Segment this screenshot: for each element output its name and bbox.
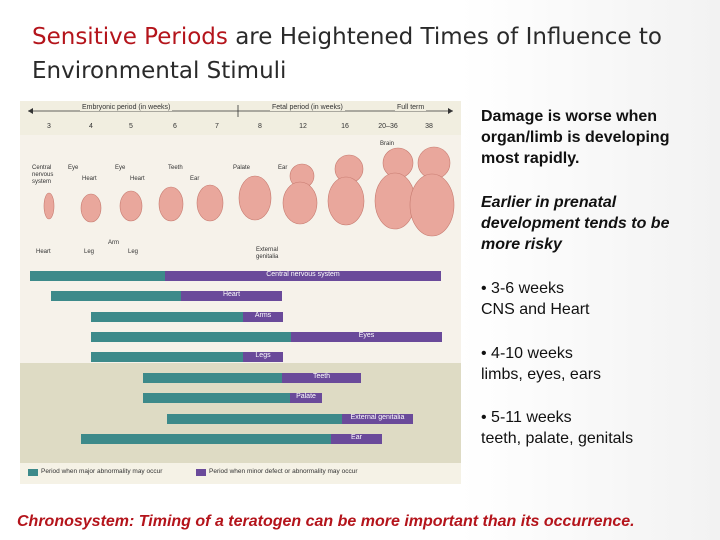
bar-genitalia-major [167, 414, 342, 424]
bar-label-arms: Arms [254, 312, 272, 319]
full-term-label: Full term [395, 104, 427, 111]
bar-arms-minor [243, 312, 283, 322]
label-palate: Palate [233, 165, 251, 171]
legend-swatch-major [28, 469, 38, 476]
bar-label-eyes: Eyes [358, 332, 375, 339]
bar-teeth-minor [282, 373, 361, 383]
week-tick: 4 [89, 123, 93, 130]
label-leg: Leg [128, 249, 139, 255]
label-heart: Heart [82, 176, 97, 182]
embryo-week8 [238, 175, 272, 221]
label-brain: Brain [380, 141, 395, 147]
title-rest: are Heightened Times of Influence to [227, 24, 662, 50]
note-range: • 4-10 weeks [481, 345, 573, 362]
label-eye: Eye [68, 165, 79, 171]
bar-heart-major [51, 291, 181, 301]
week-tick: 5 [129, 123, 133, 130]
figure-drawing [28, 105, 455, 444]
bar-teeth-major [143, 373, 282, 383]
label-teeth: Teeth [168, 165, 183, 171]
note-5-11-weeks: • 5-11 weeks teeth, palate, genitals [481, 407, 711, 449]
fetal-period-label: Fetal period (in weeks) [270, 104, 345, 111]
week-tick: 20–36 [378, 123, 398, 130]
label-leg: Leg [84, 249, 95, 255]
note-range: • 5-11 weeks [481, 409, 572, 426]
bar-cns-minor [165, 271, 441, 281]
bar-label-cns: Central nervous system [266, 271, 340, 278]
week-tick: 38 [425, 123, 433, 130]
week-tick: 7 [215, 123, 219, 130]
bar-palate-major [143, 393, 290, 403]
bar-heart-minor [181, 291, 282, 301]
embryo-week5 [119, 190, 143, 222]
prenatal-development-figure: Embryonic period (in weeks) Fetal period… [20, 101, 461, 484]
bar-palate-minor [290, 393, 322, 403]
label-cns: Central nervous system [32, 165, 54, 185]
week-tick: 3 [47, 123, 51, 130]
bar-label-ear: Ear [351, 434, 362, 441]
week-tick: 6 [173, 123, 177, 130]
bar-cns-major [30, 271, 165, 281]
note-3-6-weeks: • 3-6 weeks CNS and Heart [481, 278, 711, 320]
label-heart: Heart [130, 176, 145, 182]
bar-eyes-major [91, 332, 291, 342]
footer-chronosystem: Chronosystem: Timing of a teratogen can … [17, 513, 635, 530]
note-items: teeth, palate, genitals [481, 430, 634, 447]
bar-label-legs: Legs [255, 352, 271, 359]
embryo-week6 [158, 186, 184, 222]
embryo-week3 [43, 192, 55, 220]
bar-label-palate: Palate [296, 393, 316, 400]
embryonic-period-label: Embryonic period (in weeks) [80, 104, 173, 111]
fetus-week16-body [327, 176, 365, 226]
slide-title: Sensitive Periods are Heightened Times o… [32, 20, 712, 88]
embryo-illustrations [43, 146, 455, 237]
label-eye: Eye [115, 165, 126, 171]
label-heart: Heart [36, 249, 51, 255]
label-external-genitalia: External genitalia [256, 247, 279, 260]
bar-ear-major [81, 434, 331, 444]
bar-arms-major [91, 312, 243, 322]
fetus-week38-body [409, 173, 455, 237]
week-tick: 12 [299, 123, 307, 130]
title-highlight: Sensitive Periods [32, 24, 228, 50]
note-range: • 3-6 weeks [481, 280, 564, 297]
embryo-week7 [196, 184, 224, 222]
note-damage: Damage is worse when organ/limb is devel… [481, 108, 670, 167]
label-ear: Ear [190, 176, 200, 182]
bar-label-heart: Heart [222, 291, 241, 298]
bar-label-teeth: Teeth [312, 373, 331, 380]
week-tick: 16 [341, 123, 349, 130]
timeline-arrow-right [448, 108, 453, 114]
legend-area [20, 463, 461, 484]
fetus-week20-body [374, 172, 416, 230]
note-items: limbs, eyes, ears [481, 366, 602, 383]
bar-genitalia-minor [342, 414, 413, 424]
embryo-week4 [80, 193, 102, 223]
label-arm: Arm [108, 240, 119, 246]
legend-minor: Period when minor defect or abnormality … [209, 468, 358, 475]
fetus-week12-body [282, 181, 318, 225]
bar-ear-minor [331, 434, 382, 444]
timeline-arrow-left [28, 108, 33, 114]
legend-swatch-minor [196, 469, 206, 476]
legend-major: Period when major abnormality may occur [41, 468, 163, 475]
note-items: CNS and Heart [481, 301, 590, 318]
background-shade [460, 0, 720, 540]
bar-label-genitalia: External genitalia [350, 414, 405, 421]
title-line2: Environmental Stimuli [32, 58, 287, 84]
bar-eyes-minor [291, 332, 442, 342]
bar-legs-minor [243, 352, 283, 362]
note-4-10-weeks: • 4-10 weeks limbs, eyes, ears [481, 343, 711, 385]
note-earlier: Earlier in prenatal development tends to… [481, 194, 670, 253]
label-ear: Ear [278, 165, 288, 171]
week-tick: 8 [258, 123, 262, 130]
bar-legs-major [91, 352, 243, 362]
